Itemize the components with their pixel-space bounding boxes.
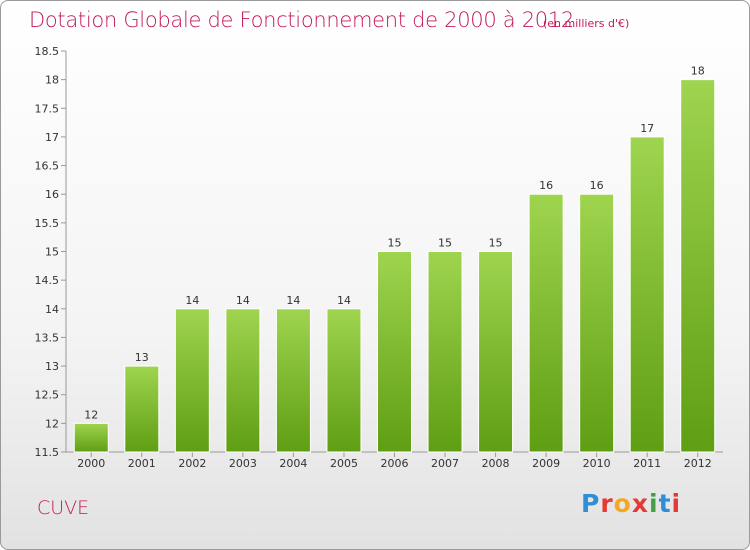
x-tick-label: 2010 bbox=[583, 457, 611, 470]
bar-value-label: 14 bbox=[286, 294, 300, 307]
x-tick-label: 2000 bbox=[77, 457, 105, 470]
bar-value-label: 18 bbox=[691, 65, 705, 78]
bar-2006 bbox=[377, 251, 412, 453]
x-tick-label: 2004 bbox=[279, 457, 307, 470]
x-tick-label: 2012 bbox=[684, 457, 712, 470]
bar-2003 bbox=[225, 308, 261, 453]
commune-name: CUVE bbox=[37, 497, 90, 519]
y-tick-label: 16.5 bbox=[35, 160, 60, 173]
bar-2001 bbox=[124, 365, 160, 453]
logo-letter: r bbox=[600, 489, 614, 518]
y-tick-label: 15 bbox=[45, 246, 59, 259]
proxiti-logo[interactable]: Proxiti bbox=[581, 489, 681, 518]
x-tick-label: 2006 bbox=[381, 457, 409, 470]
chart-title: Dotation Globale de Fonctionnement de 20… bbox=[29, 8, 574, 32]
x-tick-label: 2011 bbox=[633, 457, 661, 470]
y-tick-label: 17.5 bbox=[35, 102, 60, 115]
bar-value-label: 17 bbox=[640, 122, 654, 135]
y-tick-label: 14.5 bbox=[35, 274, 60, 287]
bar-2002 bbox=[174, 308, 210, 453]
bar-2011 bbox=[629, 136, 665, 453]
bar-value-label: 14 bbox=[236, 294, 250, 307]
y-tick-label: 14 bbox=[45, 303, 59, 316]
y-tick-label: 17 bbox=[45, 131, 59, 144]
bar-value-label: 15 bbox=[388, 237, 402, 250]
y-tick-label: 12.5 bbox=[35, 389, 60, 402]
y-tick-label: 15.5 bbox=[35, 217, 60, 230]
x-tick-label: 2007 bbox=[431, 457, 459, 470]
bar-value-label: 15 bbox=[489, 237, 503, 250]
logo-letter: P bbox=[581, 489, 601, 518]
bar-2010 bbox=[579, 193, 615, 453]
bar-2004 bbox=[275, 308, 311, 453]
x-tick-label: 2009 bbox=[532, 457, 560, 470]
y-tick-label: 13 bbox=[45, 360, 59, 373]
logo-letter: x bbox=[631, 489, 649, 518]
bar-2007 bbox=[427, 251, 463, 453]
logo-letter: o bbox=[613, 489, 632, 518]
bar-value-label: 16 bbox=[590, 179, 604, 192]
y-tick-label: 18.5 bbox=[35, 45, 60, 58]
y-tick-label: 16 bbox=[45, 188, 59, 201]
bar-2005 bbox=[326, 308, 362, 453]
x-tick-label: 2001 bbox=[128, 457, 156, 470]
bar-2012 bbox=[680, 79, 716, 453]
bar-value-label: 12 bbox=[84, 408, 98, 421]
bar-2009 bbox=[528, 193, 564, 453]
axes: 11.5 12 12.5 13 13.5 14 14.5 15 15.5 16 16.5 17 17.5… bbox=[35, 45, 723, 470]
y-tick-label: 13.5 bbox=[35, 331, 60, 344]
bar-value-label: 16 bbox=[539, 179, 553, 192]
bar-2000 bbox=[73, 422, 109, 453]
chart-subtitle: (en milliers d'€) bbox=[543, 17, 630, 30]
x-tick-label: 2003 bbox=[229, 457, 257, 470]
x-tick-label: 2008 bbox=[482, 457, 510, 470]
y-tick-label: 18 bbox=[45, 74, 59, 87]
y-tick-label: 11.5 bbox=[35, 446, 60, 459]
y-tick-label: 12 bbox=[45, 417, 59, 430]
x-tick-label: 2002 bbox=[178, 457, 206, 470]
bar-value-label: 13 bbox=[135, 351, 149, 364]
bar-value-label: 14 bbox=[185, 294, 199, 307]
bar-value-label: 15 bbox=[438, 237, 452, 250]
x-tick-label: 2005 bbox=[330, 457, 358, 470]
logo-letter: i bbox=[649, 489, 659, 518]
bars: 12 13 14 14 14 14 15 15 15 16 16 17 18 bbox=[73, 65, 716, 453]
bar-2008 bbox=[478, 251, 514, 453]
logo-letter: t bbox=[658, 489, 672, 518]
logo-letter: i bbox=[671, 489, 682, 518]
bar-value-label: 14 bbox=[337, 294, 351, 307]
